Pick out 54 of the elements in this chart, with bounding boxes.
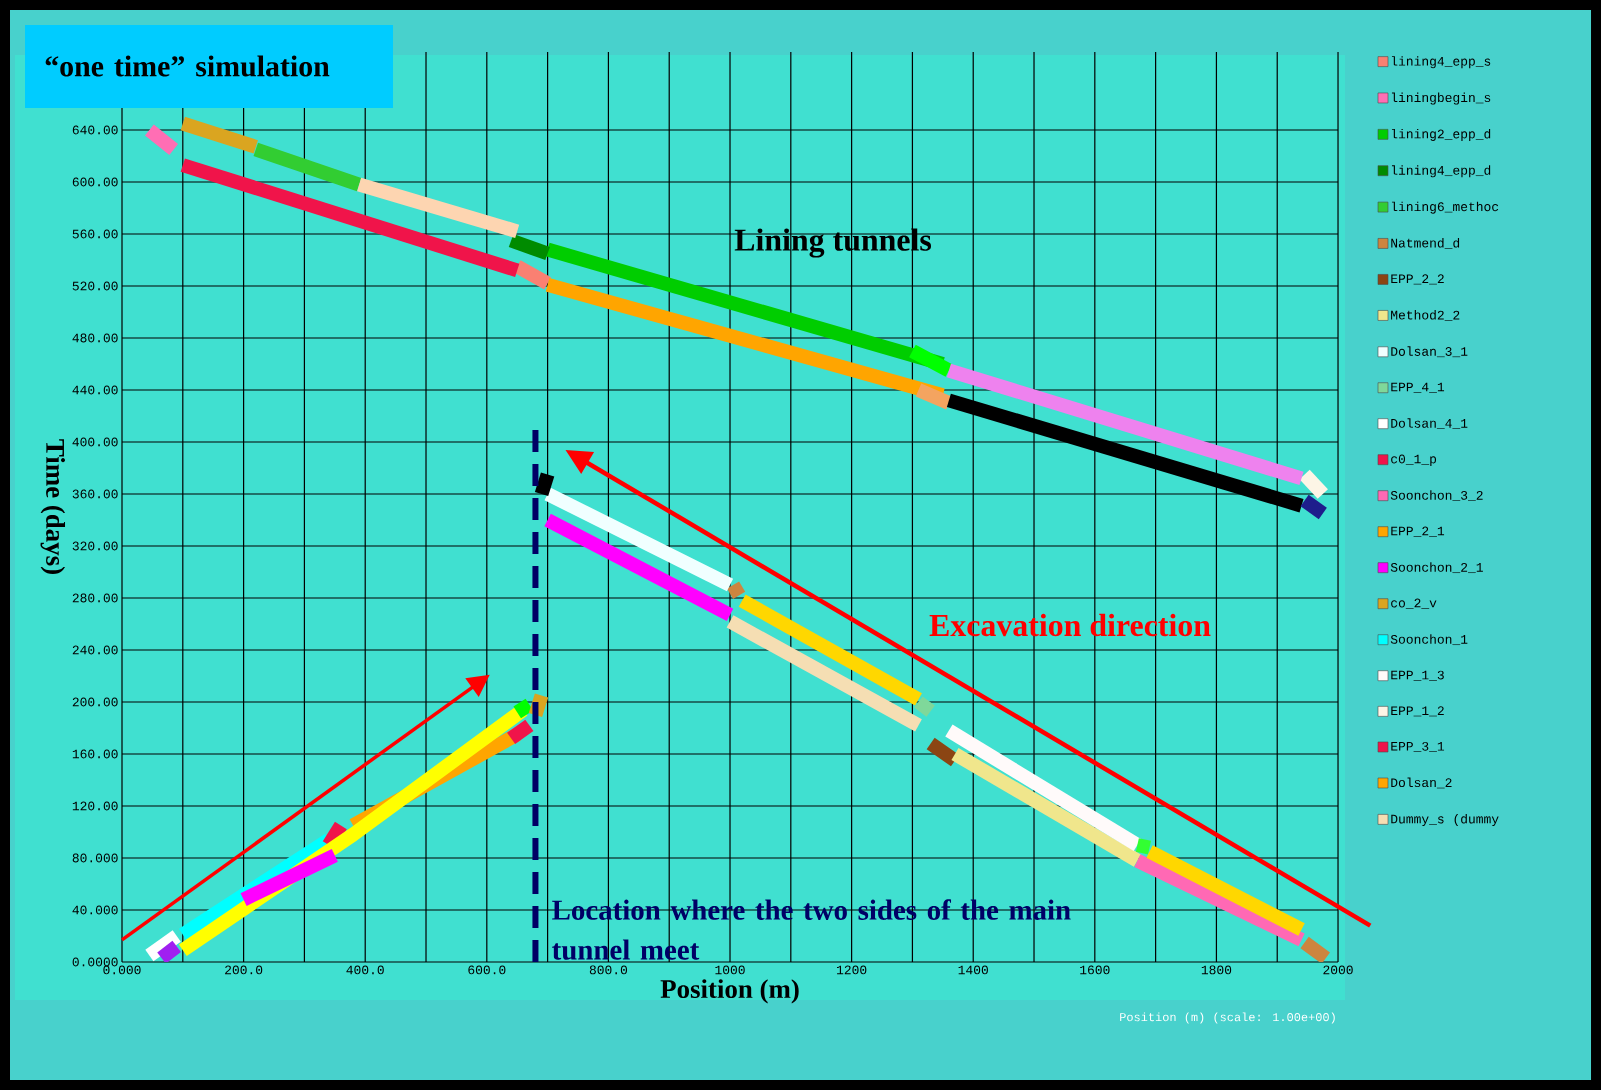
legend-label: EPP_1_3 — [1391, 670, 1444, 681]
y-tick-label: 80.000 — [72, 853, 118, 863]
y-axis-title: Time (days) — [40, 439, 66, 574]
legend-label: lining4_epp_d — [1391, 165, 1491, 178]
x-tick-label: 0.000 — [103, 965, 141, 975]
y-tick-label: 640.00 — [72, 125, 118, 135]
legend-label: lining4_epp_s — [1391, 56, 1491, 69]
x-tick-label: 1400 — [958, 965, 988, 975]
y-tick-label: 560.00 — [72, 229, 118, 239]
legend-label: EPP_4_1 — [1391, 382, 1445, 393]
y-tick-label: 40.000 — [72, 905, 118, 915]
legend-label: EPP_1_2 — [1391, 706, 1444, 717]
legend-label: EPP_3_1 — [1391, 741, 1445, 752]
legend-label: Natmend_d — [1391, 237, 1460, 249]
legend-label: liningbegin_s — [1391, 92, 1491, 105]
legend-label: EPP_2_2 — [1391, 274, 1444, 285]
x-tick-label: 800.0 — [589, 965, 628, 975]
legend-label: Method2_2 — [1391, 310, 1460, 321]
y-tick-label: 440.00 — [72, 385, 118, 395]
legend-label: Soonchon_3_2 — [1390, 490, 1483, 502]
legend-label: lining6_methoc — [1391, 201, 1499, 214]
y-tick-label: 320.00 — [72, 541, 118, 551]
legend-label: Dolsan_4_1 — [1391, 418, 1468, 430]
x-tick-label: 1600 — [1080, 965, 1110, 975]
y-tick-label: 400.00 — [72, 437, 118, 447]
legend-label: Dolsan_3_1 — [1391, 346, 1468, 358]
y-tick-label: 120.00 — [72, 801, 118, 811]
x-tick-label: 1800 — [1201, 965, 1232, 975]
y-tick-label: 280.00 — [72, 593, 118, 603]
x-tick-label: 1200 — [837, 965, 867, 975]
x-tick-label: 600.0 — [468, 965, 506, 975]
x-tick-label: 400.0 — [346, 965, 384, 975]
legend-label: lining2_epp_d — [1391, 128, 1491, 141]
y-tick-label: 240.00 — [72, 645, 118, 655]
legend-label: EPP_2_1 — [1391, 526, 1445, 537]
legend-label: co_2_v — [1391, 598, 1437, 609]
y-tick-label: 360.00 — [72, 489, 118, 499]
chart-title: “one time” simulation — [45, 55, 330, 77]
legend-label: Soonchon_2_1 — [1390, 562, 1483, 574]
text: Position (m) (scale: 1.00e+00) — [1120, 1012, 1335, 1024]
legend-label: Soonchon_1 — [1390, 634, 1468, 646]
legend-label: Dummy_s (dummy — [1391, 813, 1499, 826]
y-tick-label: 520.00 — [72, 281, 118, 291]
legend-label: c0_1_p — [1391, 454, 1437, 466]
x-tick-label: 1000 — [715, 965, 745, 975]
x-tick-label: 2000 — [1323, 965, 1353, 975]
y-tick-label: 160.00 — [72, 749, 118, 759]
y-tick-label: 200.00 — [72, 697, 118, 707]
y-tick-label: 0.0000 — [72, 957, 118, 967]
y-tick-label: 600.00 — [72, 177, 118, 187]
x-tick-label: 200.0 — [225, 965, 263, 975]
x-axis-title: Position (m) — [660, 979, 799, 1004]
y-tick-label: 480.00 — [72, 333, 118, 343]
legend-label: Dolsan_2 — [1391, 777, 1452, 789]
